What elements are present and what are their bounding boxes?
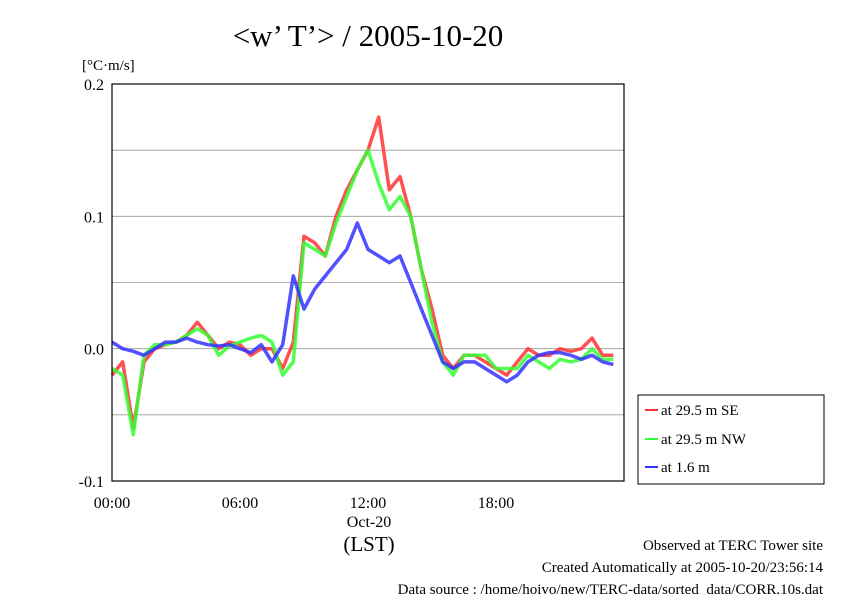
- legend: at 29.5 m SE at 29.5 m NW at 1.6 m: [637, 394, 825, 485]
- legend-label: at 29.5 m NW: [661, 432, 747, 448]
- x-tick-label: 12:00: [350, 495, 386, 512]
- y-tick-label: -0.1: [79, 474, 104, 491]
- legend-label: at 29.5 m SE: [661, 403, 739, 419]
- footer-created: Created Automatically at 2005-10-20/23:5…: [542, 560, 824, 576]
- y-axis-unit: [°C·m/s]: [82, 58, 135, 74]
- legend-label: at 1.6 m: [661, 460, 710, 476]
- legend-item: at 1.6 m: [645, 460, 710, 476]
- series-line: [111, 221, 614, 384]
- legend-item: at 29.5 m NW: [645, 432, 747, 448]
- y-tick-label: 0.1: [84, 209, 104, 226]
- x-tick-labels: 00:00 06:00 12:00 18:00: [94, 495, 514, 512]
- y-tick-label: 0.0: [84, 342, 104, 359]
- footer-source: Data source : /home/hoivo/new/TERC-data/…: [398, 582, 824, 595]
- legend-box: [637, 394, 825, 485]
- x-tick-label: 18:00: [478, 495, 514, 512]
- x-tick-label: 00:00: [94, 495, 130, 512]
- y-tick-labels: -0.1 0.0 0.1 0.2: [79, 77, 104, 491]
- chart-title: <w’ T’> / 2005-10-20: [233, 18, 504, 53]
- grid: [112, 149, 624, 416]
- x-axis-label: (LST): [343, 532, 394, 556]
- legend-item: at 29.5 m SE: [645, 403, 739, 419]
- footer-site: Observed at TERC Tower site: [643, 538, 823, 554]
- x-axis-date-label: Oct-20: [347, 514, 391, 531]
- x-tick-label: 06:00: [222, 495, 258, 512]
- series-layer: [110, 115, 614, 437]
- plot-frame: [111, 83, 625, 482]
- series-line: [111, 148, 614, 437]
- y-tick-label: 0.2: [84, 77, 104, 94]
